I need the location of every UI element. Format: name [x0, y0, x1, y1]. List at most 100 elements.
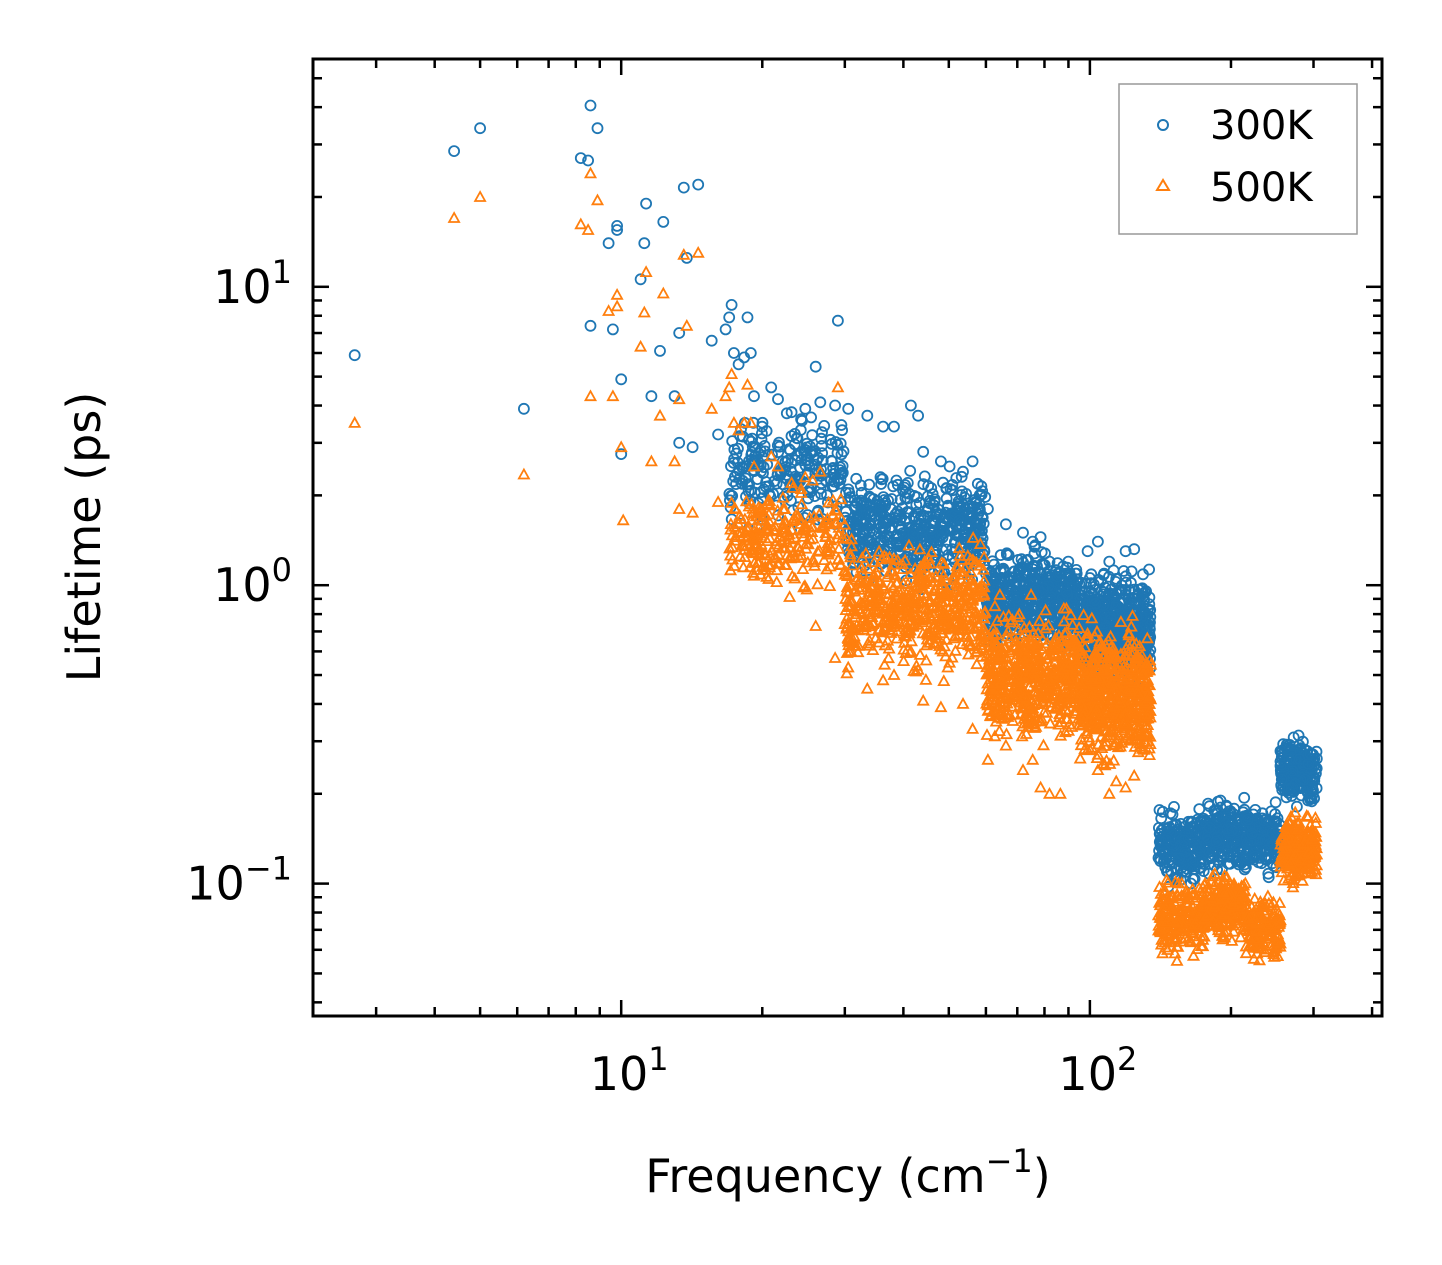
data-point-500k — [1090, 689, 1104, 701]
data-point-300k — [835, 419, 848, 431]
data-point-500k — [912, 565, 926, 578]
data-point-500k — [871, 605, 885, 617]
data-point-500k — [939, 619, 953, 632]
data-point-300k — [903, 487, 915, 500]
data-point-300k — [834, 464, 846, 477]
data-point-500k — [1136, 668, 1150, 680]
data-point-300k — [1285, 790, 1298, 802]
data-point-500k — [1156, 946, 1170, 959]
data-point-500k — [1143, 689, 1157, 702]
data-point-500k — [1226, 878, 1240, 891]
data-point-300k — [1253, 833, 1266, 846]
data-point-500k — [1052, 629, 1066, 641]
data-point-300k — [1122, 611, 1134, 624]
data-point-500k — [927, 636, 941, 649]
data-point-300k — [518, 402, 530, 415]
data-point-500k — [1032, 614, 1046, 627]
data-point-300k — [1002, 580, 1015, 592]
data-point-500k — [763, 531, 777, 544]
data-point-300k — [752, 447, 765, 460]
data-point-300k — [1060, 586, 1073, 598]
data-point-300k — [1304, 793, 1316, 806]
data-point-500k — [743, 560, 757, 572]
data-point-500k — [898, 553, 912, 566]
data-point-300k — [943, 460, 956, 473]
data-point-500k — [1143, 737, 1157, 749]
data-point-500k — [1102, 678, 1116, 691]
data-point-500k — [1122, 628, 1136, 641]
data-point-300k — [1158, 853, 1171, 866]
data-point-300k — [611, 224, 623, 236]
data-point-300k — [875, 478, 887, 490]
data-point-500k — [1099, 724, 1113, 737]
data-point-300k — [1010, 591, 1023, 604]
data-point-500k — [1003, 689, 1017, 702]
data-point-300k — [874, 505, 887, 518]
data-point-300k — [809, 467, 822, 480]
data-point-500k — [884, 564, 898, 576]
data-point-300k — [818, 419, 831, 432]
data-point-500k — [817, 553, 831, 565]
data-point-500k — [1091, 747, 1105, 760]
data-point-300k — [607, 323, 619, 336]
data-point-500k — [831, 527, 845, 540]
data-point-300k — [1299, 773, 1311, 786]
data-point-500k — [752, 500, 766, 513]
data-point-500k — [904, 584, 918, 597]
data-point-500k — [1190, 942, 1204, 954]
data-point-500k — [1061, 659, 1075, 672]
data-point-300k — [744, 347, 757, 359]
data-point-300k — [756, 420, 768, 433]
data-point-500k — [937, 674, 951, 686]
data-point-500k — [1212, 920, 1226, 933]
data-point-300k — [814, 396, 827, 409]
data-point-300k — [602, 237, 615, 250]
data-point-300k — [885, 493, 898, 505]
data-point-300k — [1310, 745, 1323, 758]
data-point-300k — [1110, 573, 1123, 585]
data-point-300k — [1292, 729, 1305, 742]
data-point-500k — [1082, 730, 1096, 743]
data-point-300k — [926, 488, 939, 501]
data-point-300k — [1249, 850, 1262, 863]
data-point-500k — [924, 609, 938, 622]
data-point-300k — [1128, 543, 1141, 556]
data-point-500k — [966, 619, 980, 632]
data-point-500k — [1048, 701, 1062, 714]
data-point-300k — [1135, 583, 1147, 596]
data-point-300k — [677, 181, 690, 194]
data-point-500k — [1062, 717, 1077, 730]
data-point-500k — [925, 570, 939, 583]
data-point-300k — [1286, 765, 1299, 777]
data-point-300k — [1246, 827, 1258, 840]
data-point-500k — [1058, 725, 1072, 738]
data-point-500k — [1034, 714, 1048, 727]
data-point-500k — [890, 631, 904, 644]
data-point-300k — [705, 334, 718, 347]
data-point-300k — [1041, 594, 1053, 606]
data-point-500k — [788, 571, 802, 584]
data-point-500k — [927, 598, 941, 611]
data-point-300k — [1179, 846, 1191, 858]
data-point-500k — [1128, 707, 1142, 719]
data-point-500k — [752, 520, 766, 533]
data-point-500k — [948, 584, 963, 597]
data-point-300k — [894, 546, 907, 558]
data-point-300k — [799, 402, 812, 415]
data-point-500k — [896, 562, 910, 574]
data-point-300k — [788, 427, 801, 440]
data-point-300k — [1155, 812, 1168, 825]
data-point-300k — [994, 549, 1007, 561]
data-point-500k — [823, 517, 837, 530]
data-point-500k — [1110, 726, 1124, 738]
data-point-300k — [1103, 555, 1116, 568]
data-point-500k — [723, 548, 737, 561]
data-point-500k — [1011, 684, 1025, 696]
data-point-500k — [1034, 687, 1048, 700]
data-point-300k — [1054, 567, 1067, 579]
data-point-500k — [1085, 667, 1099, 680]
data-point-500k — [1023, 642, 1037, 655]
data-point-300k — [1193, 803, 1206, 815]
data-point-500k — [761, 496, 775, 509]
data-point-500k — [1087, 708, 1101, 720]
